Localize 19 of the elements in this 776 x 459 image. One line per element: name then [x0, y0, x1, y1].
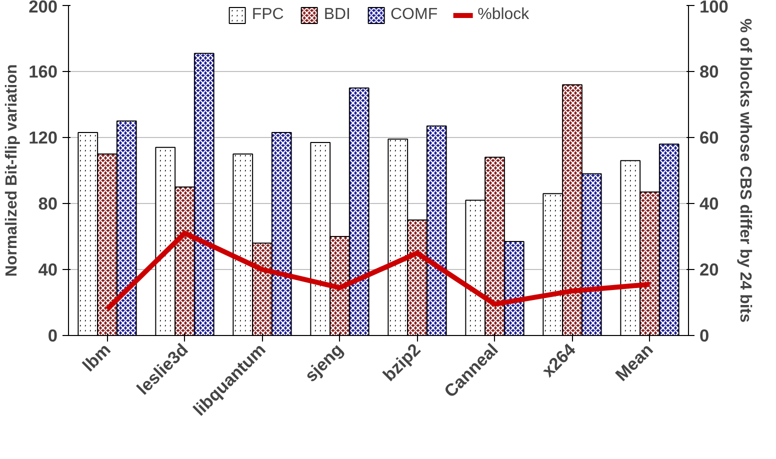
y2-tick-label: 80 — [700, 62, 719, 82]
legend-label: FPC — [252, 6, 284, 24]
legend-label: %block — [478, 6, 530, 24]
legend-label: COMF — [390, 6, 438, 24]
y2-tick-label: 40 — [700, 194, 719, 214]
legend-label: BDI — [324, 6, 350, 24]
y-tick-label: 80 — [38, 194, 58, 214]
y2-tick-label: 20 — [700, 260, 719, 280]
y-tick-label: 160 — [28, 62, 58, 82]
y-tick-label: 200 — [28, 0, 58, 16]
y-tick-label: 0 — [48, 326, 58, 346]
y-tick-label: 40 — [38, 260, 58, 280]
y-axis-title: Normalized Bit-flip variation — [4, 64, 21, 277]
y2-tick-label: 60 — [700, 128, 719, 148]
y2-axis-title: % of blocks whose CBS differ by 24 bits — [736, 18, 754, 323]
x-tick-label: lbm — [78, 339, 114, 376]
y-tick-label: 120 — [28, 128, 58, 148]
y2-tick-label: 100 — [700, 0, 728, 16]
y2-tick-label: 0 — [700, 326, 710, 346]
